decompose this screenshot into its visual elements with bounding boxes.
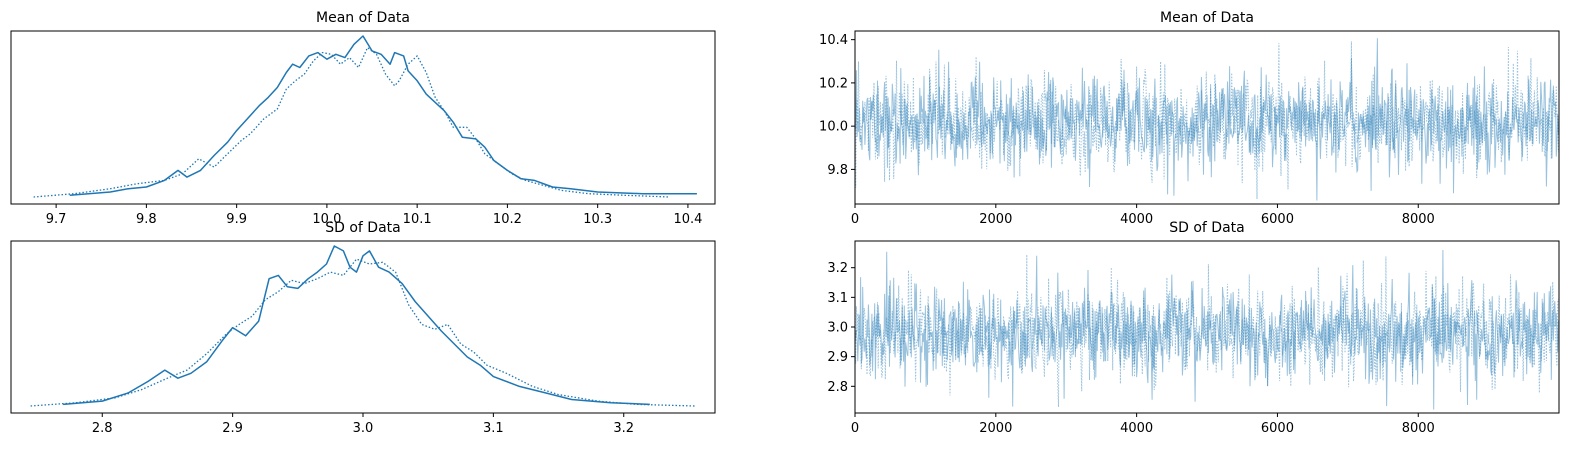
y-tick-label: 3.0 [827, 321, 848, 336]
x-tick-label: 3.0 [353, 421, 374, 436]
y-tick-label: 10.0 [819, 120, 848, 135]
chart-panel-2: Mean of Data 0 2000 4000 6000 8000 9.8 10.0 10.2… [819, 10, 1560, 227]
x-tick-label: 0 [851, 212, 859, 227]
chart-panel-4: SD of Data 0 2000 4000 6000 8000 2.8 2.9 3.0 3.1 3… [827, 220, 1560, 436]
chart-panel-3: SD of Data 2.8 2.9 3.0 3.1 3.2 [10, 220, 716, 436]
y-tick-label: 10.4 [819, 33, 848, 48]
x-tick-label: 9.8 [136, 212, 157, 227]
x-tick-label: 3.2 [613, 421, 634, 436]
y-tick-label: 2.8 [827, 380, 848, 395]
y-tick-label: 3.2 [827, 261, 848, 276]
plot-area [855, 249, 1559, 410]
x-tick-label: 2.9 [222, 421, 243, 436]
trace-series-2 [855, 41, 1559, 200]
chart-title: Mean of Data [1160, 10, 1254, 26]
x-tick-label: 10.3 [583, 212, 612, 227]
chart-title: SD of Data [1169, 220, 1245, 236]
trace-series-2 [855, 254, 1559, 407]
plot-area [33, 35, 697, 198]
x-tick-label: 0 [851, 421, 859, 436]
density-series-2 [33, 46, 670, 198]
x-tick-label: 6000 [1261, 421, 1294, 436]
density-series-2 [30, 258, 696, 407]
x-tick-label: 4000 [1120, 212, 1153, 227]
x-tick-label: 8000 [1402, 212, 1435, 227]
x-tick-label: 10.0 [312, 212, 341, 227]
x-tick-label: 2000 [979, 212, 1012, 227]
chart-panel-1: Mean of Data 9.7 9.8 9.9 10.0 10.1 10.2 10.3 10.… [10, 10, 716, 227]
x-tick-label: 10.2 [493, 212, 522, 227]
x-tick-label: 2.8 [92, 421, 113, 436]
x-tick-label: 10.4 [673, 212, 702, 227]
x-tick-label: 9.9 [226, 212, 247, 227]
density-series-1 [63, 245, 650, 406]
x-tick-label: 8000 [1402, 421, 1435, 436]
trace-series-1 [855, 249, 1559, 410]
x-tick-label: 4000 [1120, 421, 1153, 436]
plot-area [855, 38, 1559, 201]
x-tick-label: 6000 [1261, 212, 1294, 227]
x-tick-label: 10.1 [403, 212, 432, 227]
axes-frame [10, 30, 716, 205]
y-tick-label: 9.8 [827, 163, 848, 178]
x-tick-label: 9.7 [46, 212, 67, 227]
chart-title: Mean of Data [316, 10, 410, 26]
axes-frame [854, 30, 1560, 205]
y-tick-label: 3.1 [827, 291, 848, 306]
plot-area [30, 245, 696, 407]
trace-series-1 [855, 38, 1559, 201]
x-tick-label: 3.1 [483, 421, 504, 436]
chart-title: SD of Data [325, 220, 401, 236]
y-tick-label: 2.9 [827, 350, 848, 365]
y-tick-label: 10.2 [819, 76, 848, 91]
x-tick-label: 2000 [979, 421, 1012, 436]
